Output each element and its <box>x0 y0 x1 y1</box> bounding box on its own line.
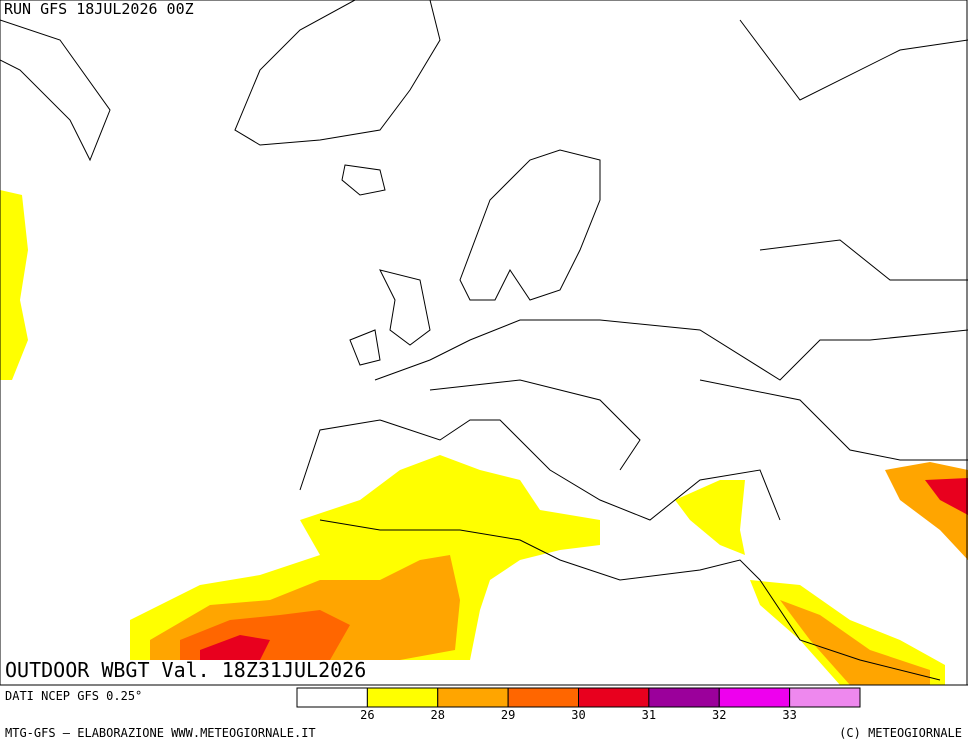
legend-tick-label: 32 <box>712 708 726 722</box>
wbgt-field <box>0 190 968 685</box>
color-swatch <box>507 687 579 708</box>
field-red <box>925 478 968 515</box>
color-bar: 26 28 29 30 31 32 33 <box>296 687 861 722</box>
footer-left: MTG-GFS — ELABORAZIONE WWW.METEOGIORNALE… <box>5 726 316 740</box>
field-orange <box>780 600 930 685</box>
footer-right: (C) METEOGIORNALE <box>839 726 962 740</box>
field-yellow <box>0 190 28 380</box>
coastlines <box>0 0 968 681</box>
field-red <box>200 635 270 660</box>
legend-tick-label: 33 <box>782 708 796 722</box>
map-frame <box>0 0 968 686</box>
field-yellow <box>675 480 745 555</box>
legend-tick-label: 26 <box>360 708 374 722</box>
color-swatch <box>578 687 650 708</box>
source-label: DATI NCEP GFS 0.25° <box>5 689 142 703</box>
legend-tick-label: 30 <box>571 708 585 722</box>
run-label: RUN GFS 18JUL2026 00Z <box>4 0 194 18</box>
color-swatch <box>789 687 861 708</box>
color-swatch <box>648 687 720 708</box>
legend-tick-label: 31 <box>642 708 656 722</box>
map-title: OUTDOOR WBGT Val. 18Z31JUL2026 <box>5 658 366 682</box>
color-swatch <box>296 687 368 708</box>
color-swatch <box>718 687 791 708</box>
legend-tick-label: 28 <box>431 708 445 722</box>
color-swatch <box>366 687 439 708</box>
legend-tick-label: 29 <box>501 708 515 722</box>
color-swatch <box>437 687 509 708</box>
